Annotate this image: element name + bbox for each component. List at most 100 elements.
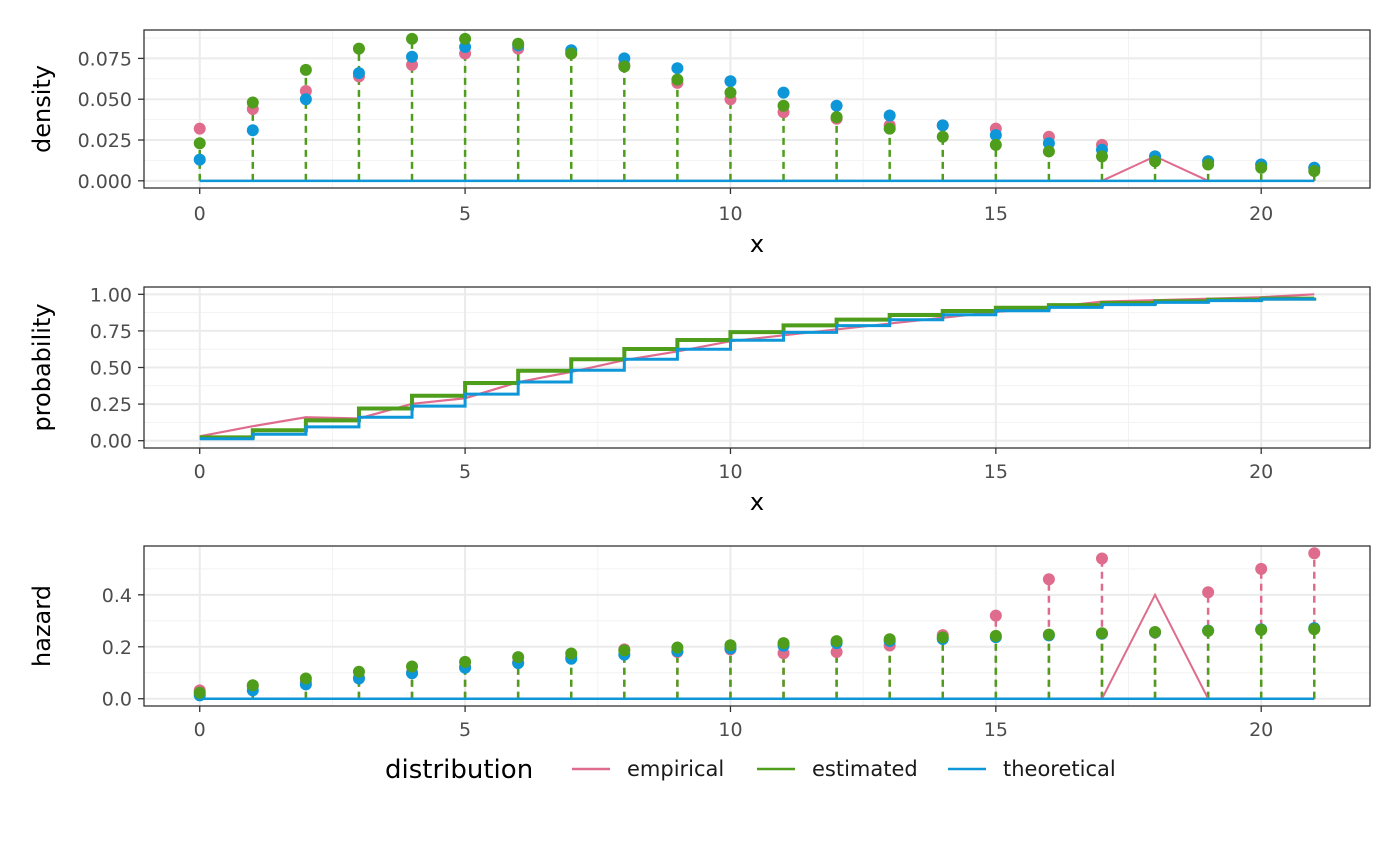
x-tick-label: 10 (718, 719, 742, 741)
point-estimated (299, 63, 312, 76)
point-theoretical (883, 109, 896, 122)
point-estimated (724, 86, 737, 99)
x-tick-label: 15 (984, 719, 1008, 741)
point-estimated (406, 32, 419, 45)
point-estimated (1255, 623, 1268, 636)
panel-border (143, 545, 1371, 707)
x-tick-label: 20 (1249, 461, 1273, 483)
point-estimated (936, 631, 949, 644)
point-empirical (1042, 573, 1055, 586)
point-estimated (193, 686, 206, 699)
point-estimated (989, 138, 1002, 151)
point-estimated (1149, 155, 1162, 168)
point-empirical (830, 645, 843, 658)
y-tick-label: 0.0 (102, 689, 132, 711)
point-theoretical (989, 129, 1002, 142)
y-tick-label: 0.050 (78, 89, 132, 111)
point-theoretical (671, 62, 684, 75)
point-estimated (883, 122, 896, 135)
point-theoretical (299, 93, 312, 106)
y-tick-label: 0.00 (90, 431, 132, 453)
plot-area (193, 547, 1321, 702)
panel-hazard: 0 5 10 15 20 0.0 0.2 0.4 hazard (28, 545, 1371, 741)
point-estimated (512, 651, 525, 664)
point-theoretical (724, 75, 737, 88)
point-theoretical (193, 153, 206, 166)
x-axis-title: x (750, 488, 764, 516)
x-tick-label: 15 (984, 203, 1008, 225)
point-theoretical (936, 119, 949, 132)
point-estimated (989, 629, 1002, 642)
point-empirical (1308, 547, 1321, 560)
point-theoretical (352, 67, 365, 80)
point-theoretical (406, 50, 419, 63)
point-estimated (830, 111, 843, 124)
panel-density: 0 5 10 15 20 0.000 0.025 0.050 0.075 x density (28, 29, 1371, 258)
x-tick-label: 5 (459, 719, 471, 741)
point-estimated (1255, 161, 1268, 174)
plot-area (193, 32, 1321, 183)
point-estimated (512, 37, 525, 50)
y-tick-label: 0.25 (90, 394, 132, 416)
point-estimated (459, 32, 472, 45)
point-estimated (1202, 158, 1215, 171)
y-tick-label: 0.025 (78, 130, 132, 152)
y-tick-label: 0.000 (78, 171, 132, 193)
point-estimated (671, 641, 684, 654)
x-tick-label: 5 (459, 461, 471, 483)
point-estimated (1095, 150, 1108, 163)
point-estimated (1149, 625, 1162, 638)
point-empirical (989, 609, 1002, 622)
x-tick-label: 0 (194, 461, 206, 483)
point-estimated (1042, 145, 1055, 158)
point-estimated (352, 42, 365, 55)
legend-label-theoretical: theoretical (1003, 757, 1116, 781)
point-estimated (406, 660, 419, 673)
panel-probability: 0 5 10 15 20 0.00 0.25 0.50 0.75 1.00 x probability (28, 284, 1371, 516)
point-estimated (246, 96, 259, 109)
point-estimated (1095, 627, 1108, 640)
x-tick-label: 10 (718, 461, 742, 483)
point-estimated (459, 655, 472, 668)
point-theoretical (777, 86, 790, 99)
x-tick-label: 5 (459, 203, 471, 225)
point-estimated (724, 639, 737, 652)
point-estimated (883, 633, 896, 646)
legend-label-empirical: empirical (627, 757, 724, 781)
panel-border (143, 29, 1371, 189)
point-estimated (936, 130, 949, 143)
point-estimated (830, 635, 843, 648)
y-tick-label: 0.2 (102, 637, 132, 659)
legend: distribution empirical estimated theoret… (385, 755, 1116, 785)
y-tick-label: 0.075 (78, 48, 132, 70)
point-estimated (193, 137, 206, 150)
x-tick-label: 20 (1249, 203, 1273, 225)
cdf-line-empirical (199, 293, 1315, 438)
x-tick-label: 20 (1249, 719, 1273, 741)
cdf-line-theoretical (199, 297, 1316, 441)
x-tick-label: 10 (718, 203, 742, 225)
point-estimated (352, 665, 365, 678)
point-estimated (777, 99, 790, 112)
point-estimated (1202, 624, 1215, 637)
y-axis-title: probability (28, 303, 56, 431)
x-tick-label: 0 (194, 719, 206, 741)
y-tick-label: 0.4 (102, 585, 132, 607)
y-tick-label: 0.75 (90, 321, 132, 343)
point-estimated (1308, 623, 1321, 636)
point-estimated (246, 679, 259, 692)
y-tick-label: 1.00 (90, 284, 132, 306)
point-estimated (565, 47, 578, 60)
panel-background (144, 30, 1370, 188)
legend-title: distribution (385, 755, 533, 785)
point-estimated (618, 60, 631, 73)
plot-area (199, 293, 1317, 441)
point-empirical (1095, 552, 1108, 565)
panel-background (144, 546, 1370, 706)
point-theoretical (830, 99, 843, 112)
x-tick-label: 0 (194, 203, 206, 225)
point-empirical (1255, 562, 1268, 575)
point-estimated (565, 647, 578, 660)
